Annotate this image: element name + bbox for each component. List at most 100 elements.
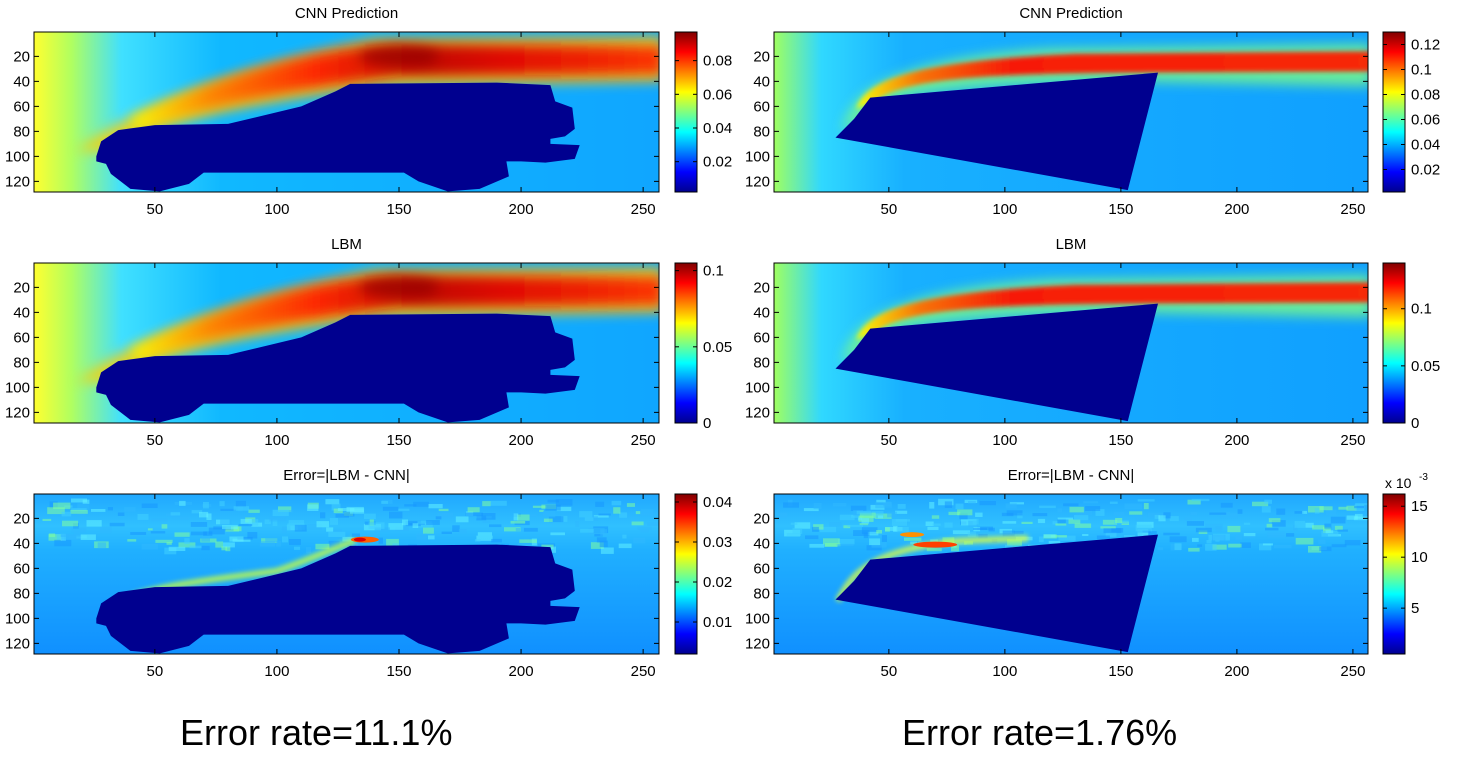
noise-cell bbox=[306, 547, 312, 554]
heatmap-field bbox=[34, 263, 659, 423]
noise-cell bbox=[895, 510, 908, 514]
noise-cell bbox=[328, 540, 340, 548]
noise-cell bbox=[1312, 525, 1325, 530]
noise-cell bbox=[594, 533, 603, 537]
car-obstacle bbox=[96, 544, 580, 654]
noise-cell bbox=[465, 512, 483, 517]
noise-cell bbox=[272, 519, 278, 526]
noise-cell bbox=[107, 507, 113, 511]
y-tick-label: 40 bbox=[753, 535, 770, 552]
noise-cell bbox=[147, 528, 153, 531]
x-tick-label: 200 bbox=[1224, 663, 1249, 680]
axes-frame bbox=[773, 493, 1369, 655]
noise-cell bbox=[523, 527, 538, 532]
noise-cell bbox=[931, 515, 940, 519]
noise-cell bbox=[555, 499, 573, 506]
noise-cell bbox=[91, 509, 106, 512]
noise-cell bbox=[191, 510, 203, 514]
y-tick-label: 100 bbox=[5, 379, 30, 396]
noise-cell bbox=[482, 520, 491, 523]
noise-cell bbox=[435, 516, 442, 520]
noise-cell bbox=[1032, 513, 1048, 517]
heatmap-field bbox=[774, 263, 1368, 423]
colorbar-tick-label: 0 bbox=[1411, 415, 1419, 432]
x-tick-label: 100 bbox=[264, 201, 289, 218]
noise-cell bbox=[364, 513, 376, 519]
x-tick-label: 200 bbox=[509, 663, 534, 680]
noise-cell bbox=[588, 528, 605, 535]
noise-cell bbox=[42, 518, 52, 521]
noise-cell bbox=[1075, 510, 1092, 516]
noise-cell bbox=[973, 527, 987, 530]
noise-cell bbox=[68, 535, 82, 538]
noise-cell bbox=[1109, 501, 1118, 504]
y-tick-label: 20 bbox=[13, 279, 30, 296]
noise-cell bbox=[501, 543, 510, 546]
x-tick-label: 150 bbox=[1108, 201, 1133, 218]
flow-max bbox=[358, 277, 439, 298]
noise-cell bbox=[944, 501, 953, 508]
noise-cell bbox=[640, 509, 654, 516]
colorbar-scale bbox=[1382, 262, 1406, 424]
noise-cell bbox=[843, 525, 851, 529]
noise-cell bbox=[955, 542, 967, 545]
noise-cell bbox=[1308, 546, 1322, 553]
noise-cell bbox=[611, 500, 622, 506]
chart-title: LBM bbox=[331, 236, 362, 253]
noise-cell bbox=[86, 520, 102, 527]
noise-cell bbox=[141, 543, 158, 550]
noise-cell bbox=[1267, 531, 1285, 538]
noise-cell bbox=[247, 532, 258, 539]
colorbar-tick-label: 0.02 bbox=[703, 154, 732, 171]
noise-cell bbox=[861, 518, 870, 524]
x-tick-label: 200 bbox=[509, 432, 534, 449]
noise-cell bbox=[1323, 526, 1331, 533]
noise-cell bbox=[237, 537, 253, 540]
colorbar-exponent-power: -3 bbox=[1419, 472, 1428, 483]
colorbar-tick-label: 0.05 bbox=[1411, 358, 1440, 375]
noise-cell bbox=[548, 516, 564, 523]
noise-cell bbox=[1158, 515, 1166, 522]
noise-cell bbox=[215, 541, 224, 548]
noise-cell bbox=[71, 508, 87, 511]
noise-cell bbox=[575, 521, 580, 528]
noise-cell bbox=[1225, 511, 1230, 515]
y-tick-label: 120 bbox=[5, 404, 30, 421]
noise-cell bbox=[790, 522, 798, 525]
x-tick-label: 100 bbox=[992, 663, 1017, 680]
noise-cell bbox=[490, 500, 507, 506]
noise-cell bbox=[1048, 540, 1061, 544]
noise-cell bbox=[219, 501, 225, 507]
noise-cell bbox=[240, 518, 252, 524]
y-tick-label: 20 bbox=[13, 48, 30, 65]
noise-cell bbox=[635, 511, 641, 515]
noise-cell bbox=[201, 536, 210, 542]
noise-cell bbox=[599, 540, 608, 548]
noise-cell bbox=[1082, 534, 1089, 536]
noise-cell bbox=[294, 546, 301, 550]
noise-cell bbox=[248, 509, 260, 513]
noise-cell bbox=[1334, 525, 1343, 530]
noise-cell bbox=[206, 513, 212, 520]
noise-cell bbox=[170, 512, 181, 516]
error-hotspot bbox=[913, 541, 958, 548]
noise-cell bbox=[1338, 506, 1348, 510]
noise-cell bbox=[1169, 516, 1179, 522]
noise-cell bbox=[1085, 506, 1101, 511]
noise-cell bbox=[168, 546, 186, 551]
y-tick-label: 120 bbox=[5, 173, 30, 190]
noise-cell bbox=[190, 522, 208, 527]
noise-cell bbox=[1259, 543, 1272, 551]
noise-cell bbox=[1063, 503, 1079, 507]
y-tick-label: 100 bbox=[745, 610, 770, 627]
noise-cell bbox=[344, 512, 355, 517]
noise-cell bbox=[579, 511, 593, 518]
noise-cell bbox=[458, 528, 467, 534]
noise-cell bbox=[386, 538, 399, 546]
noise-cell bbox=[580, 528, 594, 533]
heatmap-field bbox=[34, 32, 659, 192]
noise-cell bbox=[1273, 544, 1292, 549]
noise-cell bbox=[389, 511, 403, 519]
caption-left: Error rate=11.1% bbox=[180, 712, 453, 753]
colorbar-tick-label: 0.08 bbox=[1411, 87, 1440, 104]
